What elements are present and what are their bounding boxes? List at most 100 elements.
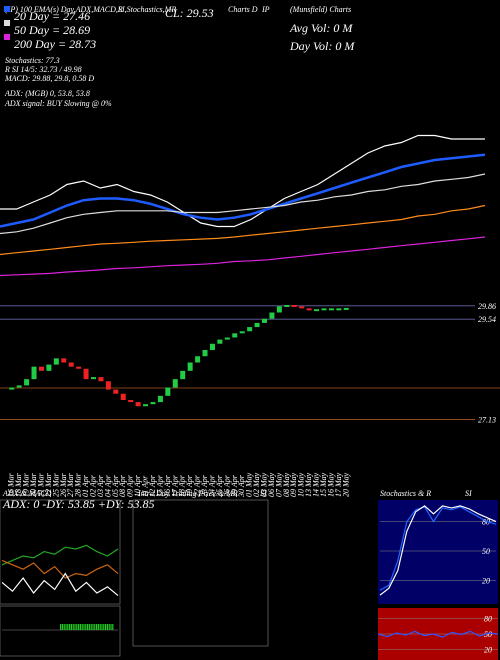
x-tick-label: 17 May [334,472,343,497]
x-tick-label: 16 Mar [7,472,16,497]
macd-bar-decor [76,624,78,630]
macd-bar-decor [74,624,76,630]
x-tick-label: 08 May [282,472,291,497]
macd-bar-decor [94,624,96,630]
legend-swatch [4,20,10,26]
candle-body [9,387,15,390]
macd-bar-decor [69,624,71,630]
candle-body [276,306,282,313]
panel-frame [0,605,121,657]
x-tick-label: 30 Apr [237,474,246,498]
x-tick-label: 20 Mar [29,472,38,497]
x-tick-label: 07 May [274,472,283,497]
macd-bar-decor [85,624,87,630]
macd-bar-decor [72,624,74,630]
x-tick-label: 28 Mar [74,472,83,497]
candle-body [291,305,297,307]
annotation: R SI 14/5: 32.73 / 49.98 [4,65,82,74]
annotation: (Munsfield) Charts [290,5,351,14]
candle-body [239,331,245,334]
x-tick-label: 01 Apr [81,474,90,497]
x-tick-label: 16 Apr [163,474,172,497]
candle-body [128,400,134,403]
candle-body [284,305,290,307]
x-tick-label: 02 Apr [89,474,98,497]
x-tick-label: 06 May [267,472,276,497]
series-line [379,506,497,591]
x-tick-label: 13 May [304,472,313,497]
y-tick-label: 27.13 [478,416,496,425]
panel-title: ADX & MACD [2,489,52,498]
macd-bar-decor [105,624,107,630]
x-tick-label: 26 Mar [59,472,68,497]
candle-body [150,402,156,405]
candle-body [53,358,59,365]
x-tick-label: 01 May [245,472,254,497]
x-tick-label: 27 Mar [66,472,75,497]
candle-body [187,362,193,371]
x-tick-label: 25 Mar [51,472,60,497]
series-line [0,134,485,228]
annotation: Charts D [228,5,258,14]
candle-body [247,327,253,332]
macd-bar-decor [63,624,65,630]
candle-body [180,370,186,380]
macd-bar-decor [79,624,81,630]
series-line [0,153,486,228]
candle-body [113,389,119,394]
candle-body [31,366,37,380]
candle-body [217,339,223,344]
candle-body [24,379,30,386]
macd-bar-decor [61,624,63,630]
macd-bar-decor [97,624,99,630]
macd-bar-decor [106,624,108,630]
x-tick-label: 18 Apr [178,474,187,497]
annotation: Stochastics: 77.3 [5,56,60,65]
annotation: MACD: 29.88, 29.8, 0.58 D [4,74,94,83]
candle-body [254,322,260,328]
y-tick-label: 50 [482,547,490,556]
macd-bar-decor [90,624,92,630]
x-tick-label: 22 Mar [44,472,53,497]
legend-swatch [4,34,10,40]
series-line [0,236,486,277]
candle-body [61,358,67,363]
candle-body [68,362,74,367]
candle-body [98,377,104,382]
x-tick-label: 14 May [312,472,321,497]
x-tick-label: 18 Mar [14,472,23,497]
x-tick-label: 20 May [341,472,350,497]
candle-body [165,387,171,396]
macd-bar-decor [70,624,72,630]
annotation: ADX: (MGB) 0, 53.8, 53.8 [4,89,90,98]
y-tick-label: 80 [484,614,492,623]
legend-entry: 20 Day = 27.46 [14,9,90,23]
panel-title: Intra Day Trading Price & MR [137,489,238,498]
series-line [1,544,119,566]
x-tick-label: 22 Apr [193,474,202,497]
x-tick-label: 03 Apr [96,474,105,497]
x-tick-label: 10 Apr [133,474,142,497]
candle-body [314,309,320,312]
y-tick-label: 29.54 [478,315,496,324]
y-tick-label: 20 [482,576,490,585]
annotation: (IP) 100 EMA(s) Day,ADX,MACD,R [5,5,123,14]
macd-bar-decor [67,624,69,630]
x-tick-label: 15 Apr [155,474,164,497]
macd-bar-decor [96,624,98,630]
x-tick-label: 21 Mar [36,472,45,497]
macd-bar-decor [83,624,85,630]
candle-body [343,307,349,310]
macd-bar-decor [92,624,94,630]
series-line [1,572,119,597]
annotation: ADX signal: BUY Slowing @ 0% [4,99,112,108]
x-tick-label: 19 Apr [185,474,194,497]
macd-bar-decor [87,624,89,630]
macd-bar-decor [81,624,83,630]
x-tick-label: 17 Apr [170,474,179,497]
macd-bar-decor [78,624,80,630]
candle-body [143,404,149,407]
x-tick-label: 24 Apr [207,474,216,497]
annotation: IP [261,5,270,14]
candle-body [202,350,208,357]
